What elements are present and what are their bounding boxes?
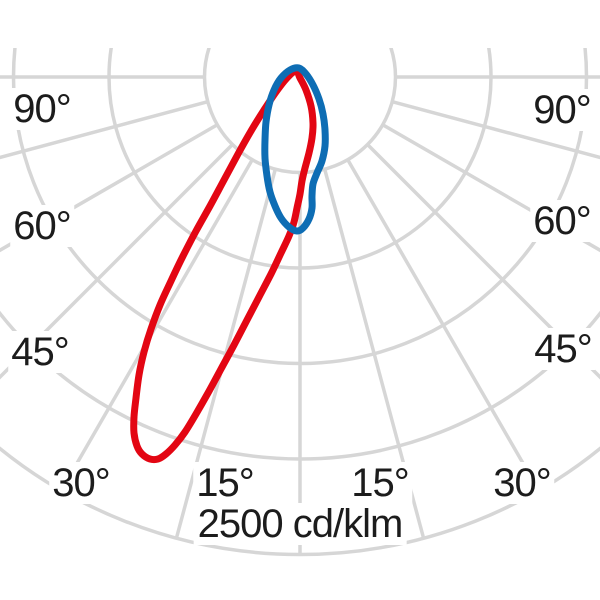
curve-red-beam — [130, 67, 317, 464]
radial-line-right-30 — [346, 158, 541, 492]
radial-line-left-30 — [59, 158, 254, 492]
angle-label-right-15: 15° — [348, 462, 412, 504]
angle-label-left-90: 90° — [10, 88, 74, 130]
radial-line-right-75 — [391, 100, 600, 160]
angle-label-left-15: 15° — [193, 462, 257, 504]
angle-label-left-60: 60° — [10, 205, 74, 247]
scale-caption: 2500 cd/klm — [193, 503, 407, 545]
angle-label-left-30: 30° — [49, 462, 113, 504]
radial-line-left-45 — [0, 143, 234, 380]
angle-label-right-30: 30° — [490, 462, 554, 504]
angle-label-left-45: 45° — [8, 331, 72, 373]
radial-line-left-75 — [0, 100, 209, 160]
angle-label-right-45: 45° — [531, 328, 595, 370]
angle-label-right-60: 60° — [530, 200, 594, 242]
curve-blue-beam — [261, 64, 329, 235]
angle-label-right-90: 90° — [530, 89, 594, 131]
ring-arc-1 — [202, 48, 398, 175]
